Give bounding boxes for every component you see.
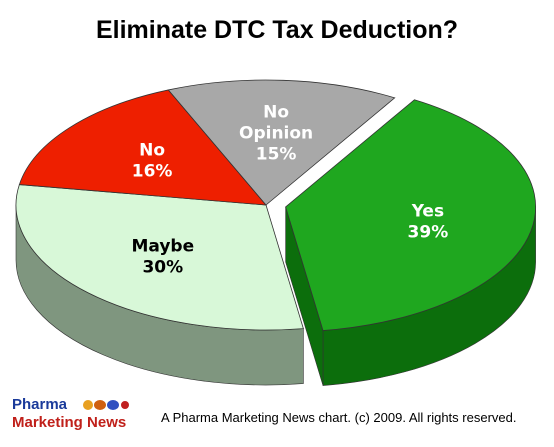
pie-label-no-opinion-name: Opinion (239, 124, 313, 144)
pie-slice-maybe (15, 184, 304, 331)
logo-pills-icon (83, 400, 129, 410)
pie-label-no-name: No (139, 141, 165, 161)
pie-label-yes-value: 39% (408, 223, 449, 243)
pie-label-no-opinion-name: No (263, 103, 289, 123)
logo-text-pharma: Pharma (12, 396, 68, 413)
pharma-marketing-news-logo: Pharma Marketing News (12, 396, 152, 440)
pie-label-maybe-name: Maybe (131, 236, 194, 256)
copyright-footer: A Pharma Marketing News chart. (c) 2009.… (161, 410, 517, 425)
pie-tops (15, 79, 536, 331)
pie-slice-no-opinion (167, 79, 396, 206)
pie-slice-no (18, 89, 267, 206)
pie-label-yes-name: Yes (411, 202, 444, 222)
logo-text-marketing-news: Marketing News (12, 414, 127, 431)
pie-label-maybe-value: 30% (142, 257, 183, 277)
chart-title: Eliminate DTC Tax Deduction? (95, 16, 459, 44)
pie-label-no-value: 16% (132, 162, 173, 182)
pie-label-no-opinion-value: 15% (256, 145, 297, 165)
pie-slice-yes (285, 99, 536, 331)
